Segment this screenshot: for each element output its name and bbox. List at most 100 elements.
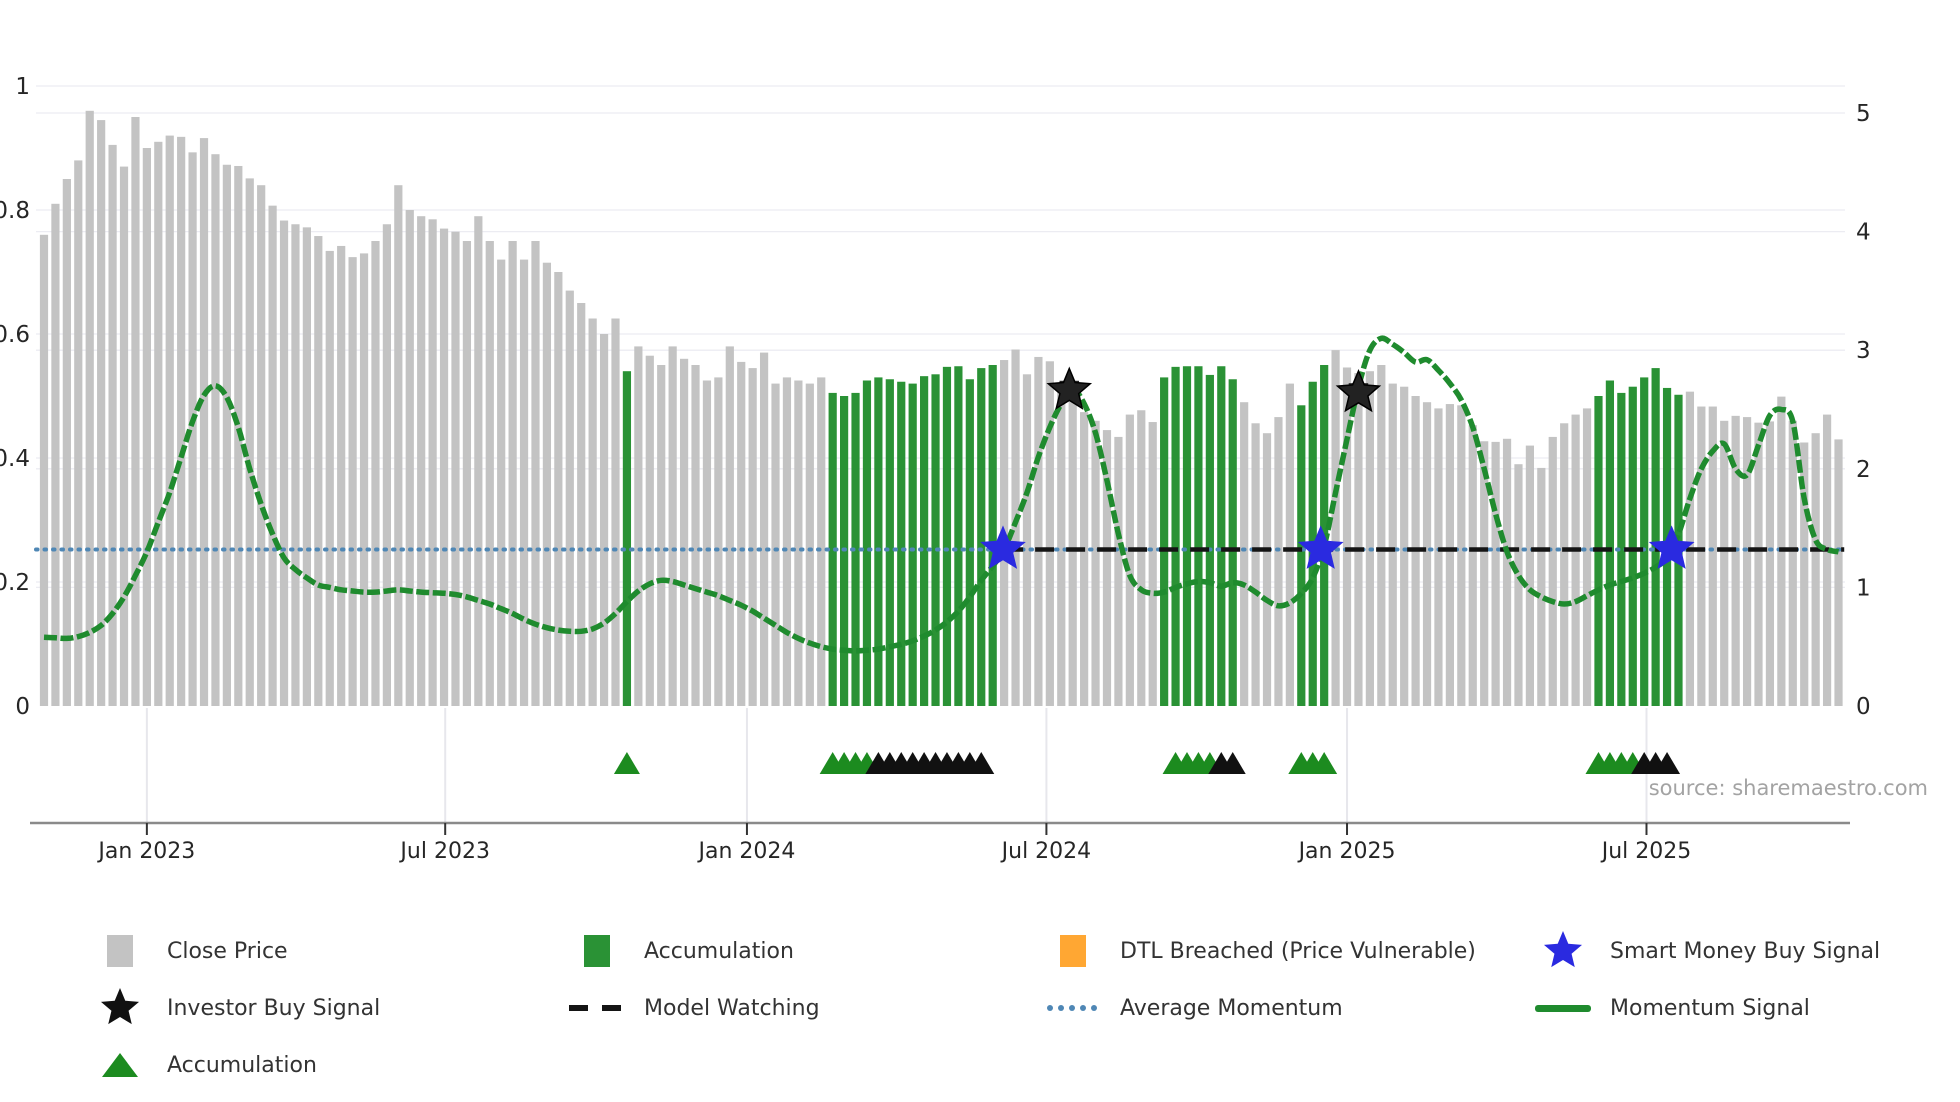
investor-triangle [1219, 752, 1246, 774]
accumulation-bar [851, 392, 860, 706]
close-price-bar [1811, 433, 1820, 706]
accumulation-bar [1160, 377, 1169, 706]
close-price-bar [691, 365, 700, 706]
y-axis-label-left: 0.6 [0, 322, 30, 348]
close-price-bar [737, 361, 746, 706]
close-price-bar [565, 290, 574, 706]
x-axis-label: Jan 2023 [96, 839, 195, 864]
legend-label: Close Price [167, 938, 288, 964]
y-axis-label-left: 0.4 [0, 446, 30, 472]
x-axis-label: Jan 2024 [696, 839, 795, 864]
close-price-bar [279, 220, 289, 707]
close-price-bar [1285, 383, 1294, 706]
close-price-bar [1068, 399, 1077, 706]
close-price-bar [759, 352, 769, 706]
investor-triangle [1654, 752, 1681, 774]
legend-item-accumulation-bar: Accumulation [566, 929, 794, 973]
close-price-bar [1274, 417, 1283, 706]
close-price-swatch-icon [89, 933, 151, 969]
close-price-bar [1251, 423, 1260, 706]
legend-item-smart-money: Smart Money Buy Signal [1532, 929, 1880, 973]
close-price-bar [359, 253, 369, 706]
close-price-bar [74, 160, 83, 706]
close-price-bar [245, 178, 254, 706]
close-price-bar [154, 141, 163, 707]
accumulation-bar [965, 379, 974, 706]
accumulation-bar [862, 380, 872, 706]
close-price-bar [1548, 436, 1557, 706]
close-price-bar [1091, 420, 1100, 706]
legend-label: Smart Money Buy Signal [1610, 938, 1881, 964]
close-price-bar [142, 148, 151, 706]
close-price-bar [1354, 373, 1363, 706]
close-price-bar [1800, 442, 1809, 706]
accumulation-bar [1205, 374, 1214, 706]
close-price-bar [1148, 422, 1157, 706]
close-price-bar [657, 365, 666, 706]
legend-item-average-momentum: Average Momentum [1042, 986, 1343, 1030]
close-price-bar [1377, 365, 1386, 706]
close-price-bar [1125, 414, 1134, 706]
close-price-bar [405, 210, 414, 706]
close-price-bar [337, 245, 346, 706]
green-triangle-icon [89, 1050, 151, 1080]
close-price-bar [611, 318, 620, 706]
x-axis-label: Jul 2023 [398, 839, 490, 864]
close-price-bar [668, 346, 677, 706]
close-price-bar [462, 241, 472, 706]
close-price-bar [394, 185, 403, 706]
accumulation-bar [1605, 380, 1615, 706]
close-price-bar [1765, 421, 1775, 706]
close-price-bar [805, 383, 814, 706]
accumulation-bar [828, 392, 837, 706]
close-price-bar [1697, 406, 1706, 706]
dtl-breached-swatch-icon [1042, 933, 1104, 969]
close-price-bar [1045, 361, 1054, 706]
investor-triangle [968, 752, 995, 774]
close-price-bar [474, 216, 483, 706]
accumulation-bar [1617, 392, 1626, 706]
close-price-bar [348, 257, 357, 706]
close-price-bar [51, 203, 60, 707]
accumulation-bar [1640, 377, 1649, 706]
legend-item-close-price: Close Price [89, 929, 288, 973]
close-price-bar [62, 179, 71, 706]
close-price-bar [1365, 371, 1374, 706]
close-price-bar [497, 259, 506, 706]
accumulation-swatch-icon [566, 933, 628, 969]
close-price-bar [1514, 464, 1523, 706]
close-price-bar [165, 135, 174, 707]
y-axis-label-right: 4 [1856, 220, 1871, 246]
close-price-bar [794, 380, 803, 706]
legend-label: Accumulation [644, 938, 794, 964]
close-price-bar [108, 144, 117, 706]
accumulation-bar [1651, 368, 1660, 706]
close-price-bar [1114, 436, 1123, 706]
close-price-bar [177, 136, 186, 707]
close-price-bar [1491, 441, 1500, 706]
close-price-bar [748, 368, 757, 706]
y-axis-label-right: 2 [1856, 457, 1871, 483]
close-price-bar [1011, 349, 1020, 706]
momentum-signal-line [43, 335, 1840, 654]
close-price-bar [1788, 420, 1797, 706]
investor-buy-signal-star [1335, 368, 1382, 413]
x-axis-label: Jan 2025 [1297, 839, 1396, 864]
legend-label: Investor Buy Signal [167, 995, 381, 1021]
close-price-bar [531, 241, 540, 706]
close-price-bar [782, 377, 792, 706]
x-axis-label: Jul 2025 [1600, 839, 1692, 864]
accumulation-bar [1182, 366, 1192, 706]
close-price-bar [291, 224, 300, 706]
close-price-bar [519, 259, 529, 706]
close-price-bar [1571, 414, 1580, 706]
close-price-bar [679, 358, 689, 706]
close-price-bar [577, 303, 586, 706]
close-price-bar [325, 250, 334, 707]
accumulation-bar [920, 376, 929, 706]
y-axis-label-left: 0 [15, 694, 30, 720]
close-price-bar [725, 346, 734, 706]
accumulation-triangle [1311, 752, 1338, 774]
y-axis-label-right: 5 [1856, 101, 1871, 127]
